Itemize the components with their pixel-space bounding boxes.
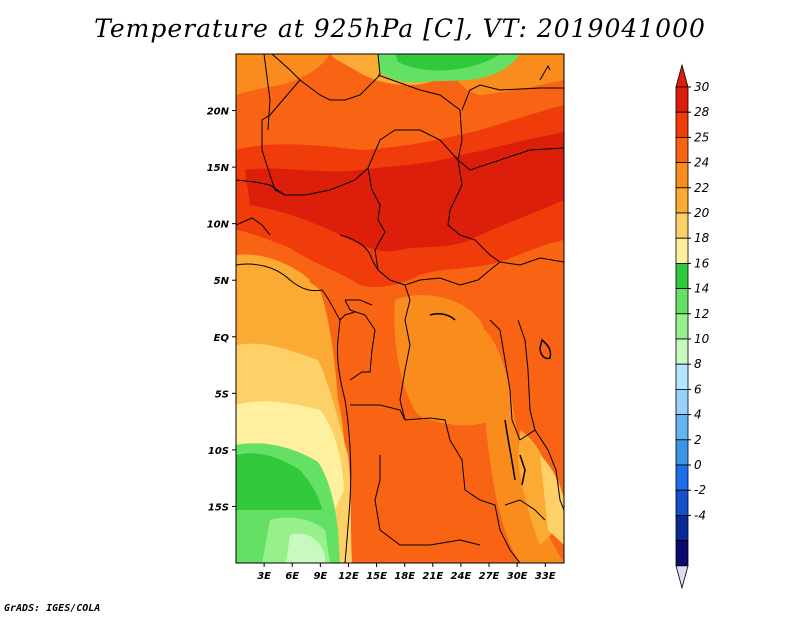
lon-tick-label: 6E	[285, 571, 299, 582]
plot-frame	[235, 53, 565, 564]
colorbar-label: 25	[694, 130, 709, 144]
lon-tick-label: 3E	[257, 571, 271, 582]
colorbar-swatch	[675, 162, 689, 189]
colorbar-swatch	[675, 237, 689, 264]
lat-tick-label: 5N	[214, 276, 230, 287]
lon-tick-label: 30E	[507, 571, 528, 582]
colorbar-swatch	[675, 313, 689, 340]
lakes	[429, 313, 552, 486]
colorbar-label: 6	[694, 382, 702, 396]
colorbar-label: 10	[694, 332, 710, 346]
colorbar-label: 8	[694, 357, 702, 371]
colorbar-swatch	[675, 414, 689, 441]
colorbar-swatch	[675, 464, 689, 491]
lat-axis: 20N 15N 10N 5N EQ 5S 10S 15S	[207, 107, 236, 513]
lat-tick-label: EQ	[214, 333, 230, 344]
colorbar-label: 2	[694, 433, 702, 447]
lon-tick-label: 15E	[366, 571, 387, 582]
chart-title: Temperature at 925hPa [C], VT: 201904100…	[94, 14, 706, 43]
lon-tick-label: 21E	[422, 571, 443, 582]
lat-tick-label: 15S	[208, 502, 229, 513]
colorbar-swatch	[675, 187, 689, 214]
colorbar-label: 24	[694, 156, 709, 170]
lon-axis: 3E 6E 9E 12E 15E 18E 21E 24E 27E 30E 33E	[257, 563, 556, 582]
lon-tick-label: 18E	[394, 571, 415, 582]
colorbar-swatch	[675, 489, 689, 516]
colorbar-label: 18	[694, 231, 710, 245]
colorbar-swatch	[675, 439, 689, 466]
colorbar-label: 30	[694, 80, 710, 94]
lon-tick-label: 9E	[313, 571, 327, 582]
colorbar-swatch	[675, 136, 689, 163]
lat-tick-label: 10N	[207, 220, 230, 231]
colorbar-label: 4	[694, 408, 702, 422]
colorbar-swatch	[675, 338, 689, 365]
colorbar-swatch	[675, 388, 689, 415]
colorbar-label: -4	[694, 508, 706, 522]
colorbar-swatch	[675, 288, 689, 315]
lon-tick-label: 24E	[451, 571, 472, 582]
colorbar-label: 14	[694, 282, 709, 296]
lon-tick-label: 27E	[479, 571, 500, 582]
colorbar-label: 20	[694, 206, 710, 220]
lat-tick-label: 20N	[207, 107, 230, 118]
temperature-field	[236, 54, 564, 563]
lon-tick-label: 12E	[338, 571, 359, 582]
colorbar-top-arrow	[675, 63, 689, 88]
colorbar-bottom-arrow	[675, 565, 689, 590]
colorbar-label: 16	[694, 256, 710, 270]
colorbar-swatch	[675, 111, 689, 138]
colorbar-swatch	[675, 212, 689, 239]
lat-tick-label: 15N	[207, 163, 230, 174]
colorbar-swatch	[675, 262, 689, 289]
colorbar-label: 28	[694, 105, 710, 119]
colorbar-swatch	[675, 515, 689, 542]
grads-credit: GrADS: IGES/COLA	[4, 603, 101, 614]
lat-tick-label: 5S	[215, 389, 229, 400]
colorbar-label: -2	[694, 483, 706, 497]
colorbar-swatch	[675, 363, 689, 390]
colorbar-swatch	[675, 86, 689, 113]
colorbar-label: 22	[694, 181, 709, 195]
colorbar-label: 12	[694, 307, 709, 321]
colorbar-swatch	[675, 540, 689, 567]
country-borders	[236, 54, 564, 563]
lat-tick-label: 10S	[208, 446, 229, 457]
lon-tick-label: 33E	[535, 571, 556, 582]
colorbar-label: 0	[694, 458, 702, 472]
